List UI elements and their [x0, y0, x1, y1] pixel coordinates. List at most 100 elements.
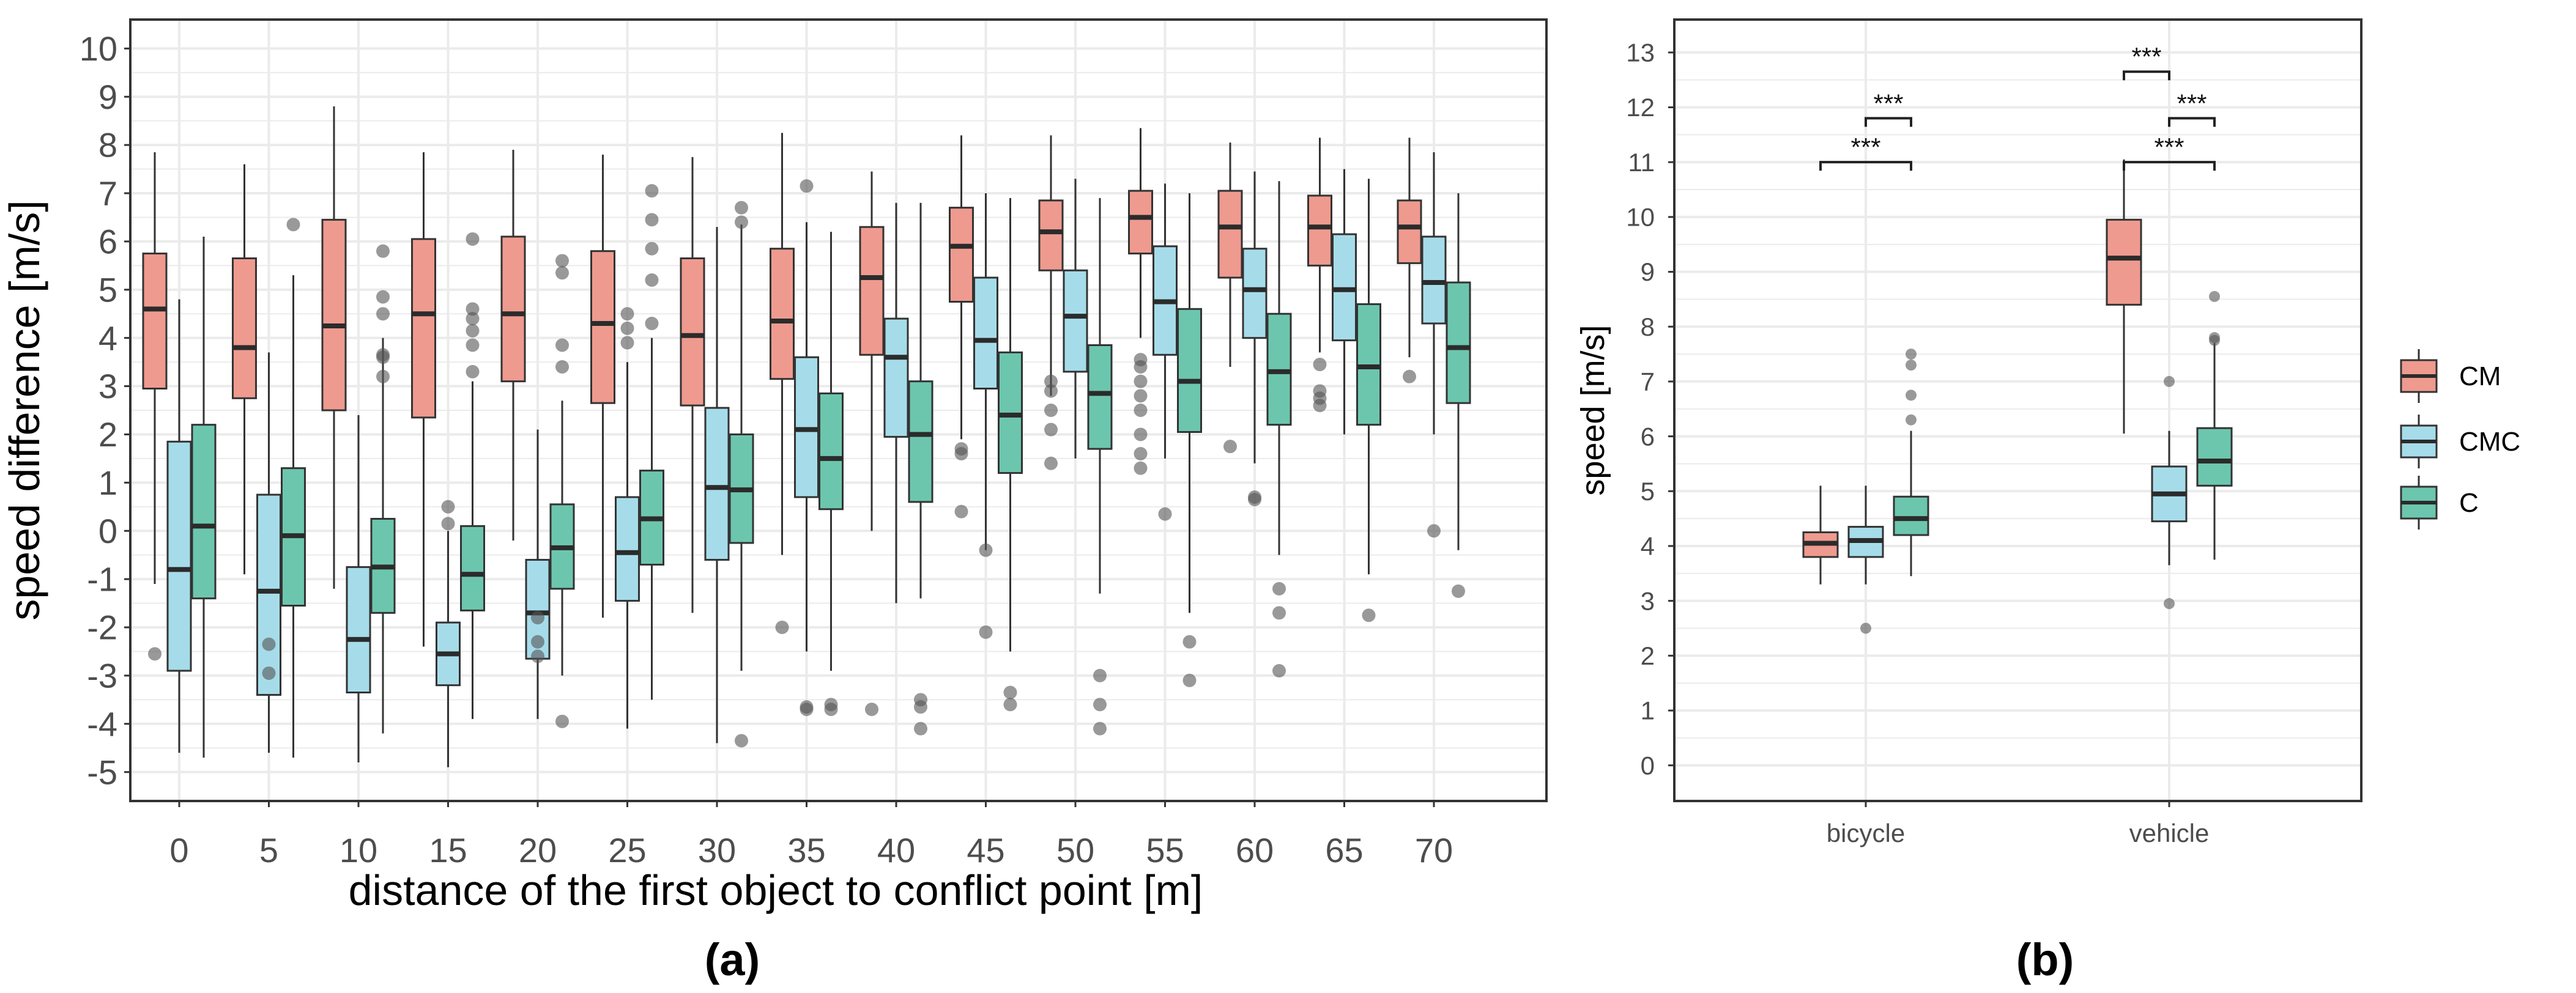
y-tick-label: 0 [98, 512, 117, 550]
significance-label: *** [1850, 133, 1880, 161]
box-body [1087, 344, 1113, 450]
outlier-point [441, 517, 455, 531]
box-c [370, 244, 396, 734]
x-tick-label: 70 [1415, 831, 1453, 869]
outlier-point [1134, 374, 1148, 388]
box-cm [680, 157, 705, 613]
significance-bracket: *** [2123, 42, 2170, 81]
outlier-point [979, 543, 993, 557]
box-cm [949, 135, 974, 519]
outlier-point [531, 649, 544, 663]
panel-b-boxes [1802, 159, 2233, 634]
box-body [615, 496, 640, 602]
box-body [1063, 269, 1088, 373]
x-tick-label: 45 [967, 831, 1004, 869]
y-tick-label: -4 [87, 704, 117, 743]
outlier-point [645, 242, 659, 256]
box-cm [321, 106, 347, 589]
outlier-point [1906, 360, 1917, 371]
outlier-point [1452, 584, 1465, 598]
outlier-point [1044, 456, 1058, 470]
legend-item-cm: CM [2400, 349, 2501, 403]
significance-label: *** [1873, 89, 1903, 117]
outlier-point [800, 179, 814, 193]
outlier-point [1272, 581, 1286, 596]
outlier-point [376, 290, 390, 304]
y-tick-label: -1 [87, 560, 117, 599]
outlier-point [1134, 389, 1148, 403]
outlier-point [775, 621, 789, 634]
y-tick-label: 4 [1641, 532, 1655, 561]
y-tick-label: -2 [87, 608, 117, 647]
legend-item-c: C [2400, 476, 2479, 530]
box-cmc [525, 429, 551, 719]
box-cm [500, 150, 526, 541]
outlier-point [376, 369, 390, 383]
outlier-point [555, 266, 569, 280]
box-cmc [166, 299, 192, 753]
outlier-point [1003, 698, 1017, 712]
outlier-point [1313, 358, 1327, 372]
x-tick-label: 20 [519, 831, 557, 869]
box-c [639, 184, 664, 700]
box-body [973, 276, 998, 389]
panel-a-x-axis-label: distance of the first object to conflict… [349, 866, 1203, 914]
box-c [729, 201, 754, 748]
box-body [166, 440, 192, 672]
box-cmc [704, 227, 730, 744]
outlier-point [1223, 440, 1237, 454]
box-c [908, 202, 934, 736]
box-body [1128, 190, 1153, 255]
outlier-point [645, 184, 659, 198]
outlier-point [1272, 606, 1286, 620]
outlier-point [1044, 404, 1058, 417]
outlier-point [620, 321, 634, 335]
box-cm [859, 171, 885, 717]
y-tick-label: 8 [98, 126, 117, 164]
box-c [281, 218, 306, 758]
x-tick-label: 5 [259, 831, 278, 869]
outlier-point [620, 336, 634, 350]
box-cm [1307, 138, 1332, 413]
outlier-point [1003, 685, 1017, 700]
box-body [232, 257, 257, 399]
outlier-point [148, 647, 161, 661]
y-tick-label: 3 [1641, 586, 1655, 615]
significance-label: *** [2154, 133, 2184, 161]
x-tick-label: 50 [1056, 831, 1094, 869]
outlier-point [2209, 334, 2220, 346]
box-c [818, 232, 844, 717]
box-body [770, 248, 795, 380]
y-tick-label: -5 [87, 753, 117, 791]
outlier-point [1906, 389, 1917, 401]
box-c [1177, 193, 1202, 687]
box-cmc [1063, 179, 1088, 459]
outlier-point [262, 666, 276, 680]
outlier-point [1093, 668, 1107, 682]
outlier-point [1044, 384, 1058, 398]
outlier-point [2209, 290, 2220, 302]
y-tick-label: 0 [1641, 751, 1655, 780]
box-body [2196, 427, 2233, 487]
box-cmc [973, 193, 998, 639]
y-tick-label: 10 [1626, 203, 1655, 232]
bracket-line [1819, 161, 1912, 171]
outlier-point [1093, 698, 1107, 712]
outlier-point [865, 703, 878, 717]
y-tick-label: 13 [1626, 39, 1655, 67]
outlier-point [555, 714, 569, 728]
box-body [1446, 281, 1471, 404]
y-tick-label: 6 [1641, 422, 1655, 451]
box-body [142, 253, 168, 389]
y-tick-label: 5 [1641, 477, 1655, 506]
outlier-point [1182, 635, 1197, 649]
outlier-point [2164, 375, 2175, 387]
y-tick-label: 9 [98, 78, 117, 116]
box-c [1446, 193, 1471, 598]
box-body [1038, 199, 1064, 271]
x-tick-label: 55 [1146, 831, 1184, 869]
outlier-point [1403, 369, 1416, 383]
x-tick-label: 40 [877, 831, 915, 869]
outlier-point [466, 312, 480, 326]
